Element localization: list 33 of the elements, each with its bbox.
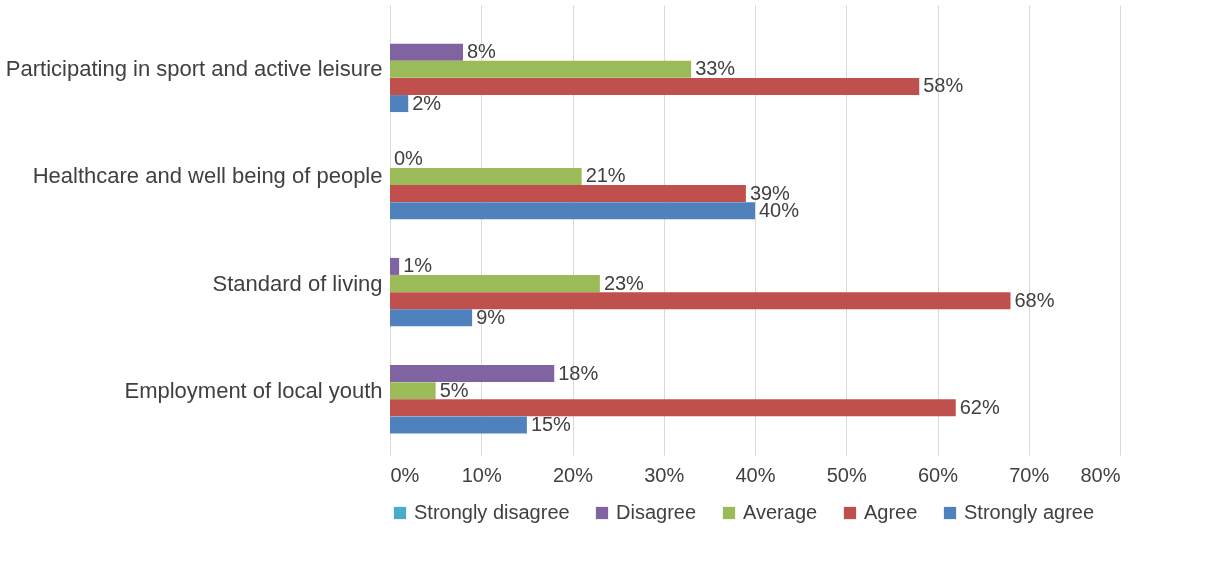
- x-tick-label: 20%: [552, 463, 594, 486]
- data-label: 62%: [959, 395, 1000, 418]
- y-tick-label: Employment of local youth: [124, 377, 383, 403]
- data-label: 68%: [1014, 288, 1055, 311]
- data-label: 18%: [558, 361, 599, 384]
- data-label: 58%: [923, 74, 964, 97]
- legend-label: Strongly disagree: [414, 501, 570, 523]
- data-label: 2%: [412, 91, 442, 114]
- data-label: 8%: [467, 40, 497, 63]
- y-tick-label: Healthcare and well being of people: [32, 163, 383, 189]
- x-tick-label: 80%: [1080, 463, 1121, 486]
- data-label: 5%: [439, 378, 469, 401]
- data-label: 39%: [749, 181, 791, 204]
- x-tick-label: 60%: [917, 463, 959, 486]
- x-tick-label: 10%: [461, 463, 502, 486]
- y-tick-label: Participating in sport and active leisure: [5, 56, 383, 82]
- legend-label: Average: [743, 501, 818, 523]
- legend-label: Disagree: [616, 501, 697, 523]
- x-tick-label: 0%: [390, 463, 420, 486]
- legend-label: Strongly agree: [964, 501, 1095, 523]
- legend-label: Agree: [864, 501, 918, 523]
- x-tick-label: 50%: [826, 463, 867, 486]
- x-tick-label: 70%: [1009, 463, 1050, 486]
- data-label: 0%: [394, 147, 424, 170]
- x-tick-label: 30%: [644, 463, 685, 486]
- y-tick-label: Standard of living: [212, 270, 383, 296]
- x-tick-label: 40%: [735, 463, 776, 486]
- data-label: 23%: [603, 271, 645, 294]
- data-label: 21%: [585, 164, 626, 187]
- data-label: 15%: [530, 413, 572, 435]
- data-label: 33%: [695, 57, 736, 80]
- data-label: 9%: [476, 305, 506, 328]
- data-label: 1%: [403, 254, 433, 277]
